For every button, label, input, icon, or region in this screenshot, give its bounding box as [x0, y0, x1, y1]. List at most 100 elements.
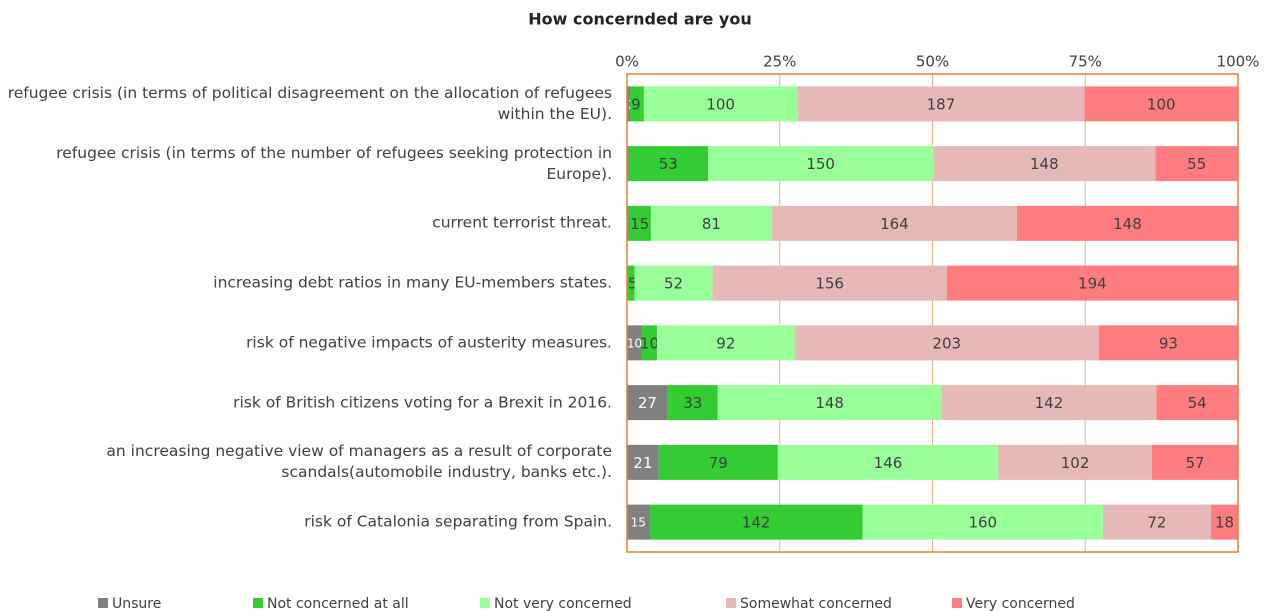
legend-label: Very concerned: [966, 596, 1075, 611]
data-label: 194: [1078, 275, 1107, 293]
bar-segment: [708, 146, 934, 182]
data-label: 54: [1188, 394, 1207, 412]
data-label: 100: [1147, 95, 1176, 113]
data-label: 81: [702, 215, 721, 233]
bar-segment: [797, 86, 1085, 122]
legend-label: Somewhat concerned: [740, 596, 892, 611]
data-label: 52: [664, 275, 683, 293]
bar-segment: [941, 385, 1157, 421]
bar-segment: [998, 444, 1153, 480]
legend-swatch: [952, 598, 962, 608]
bar-segment: [627, 86, 631, 122]
category-label: refugee crisis (in terms of political di…: [7, 83, 612, 123]
data-label: 102: [1061, 454, 1090, 472]
data-label: 53: [659, 155, 678, 173]
bar-segment: [1152, 444, 1238, 480]
data-label: 100: [706, 95, 735, 113]
category-label: risk of negative impacts of austerity me…: [246, 333, 612, 352]
bar-segment: [946, 265, 1238, 301]
legend-swatch: [98, 598, 108, 608]
data-label: 93: [1159, 334, 1178, 352]
data-label: 57: [1185, 454, 1204, 472]
bar-segment: [627, 146, 629, 182]
data-label: 55: [1187, 155, 1206, 173]
x-tick-label: 25%: [763, 53, 796, 71]
bar-segment: [1016, 205, 1238, 241]
x-tick-label: 0%: [615, 53, 639, 71]
data-label: 142: [1035, 394, 1064, 412]
data-label: 148: [1030, 155, 1059, 173]
data-label: 10: [627, 336, 642, 350]
legend-swatch: [253, 598, 263, 608]
data-label: 156: [815, 275, 844, 293]
bar-segment: [656, 325, 795, 361]
bar-segment: [634, 265, 713, 301]
bar-segment: [717, 385, 942, 421]
plot-border: [626, 73, 1239, 553]
legend-label: Not concerned at all: [267, 596, 409, 611]
bar-segment: [649, 504, 863, 540]
bar-segment: [630, 86, 644, 122]
data-label: 203: [932, 334, 961, 352]
category-label: refugee crisis (in terms of the number o…: [56, 143, 612, 183]
data-label: 150: [806, 155, 835, 173]
legend-label: Not very concerned: [494, 596, 632, 611]
bar-segment: [658, 444, 778, 480]
bar-segment: [628, 205, 651, 241]
bar-segment: [771, 205, 1017, 241]
bar-segment: [627, 385, 668, 421]
bar-segment: [643, 86, 798, 122]
bar-segment: [641, 325, 657, 361]
data-label: 160: [968, 514, 997, 532]
bar-segment: [1102, 504, 1211, 540]
bar-segment: [627, 325, 642, 361]
data-label: 79: [709, 454, 728, 472]
legend-label: Unsure: [112, 596, 161, 611]
data-label: 5: [628, 275, 638, 293]
data-label: 21: [633, 454, 652, 472]
bar-segment: [1210, 504, 1238, 540]
data-label: 164: [880, 215, 909, 233]
bar-segment: [777, 444, 999, 480]
data-label: 33: [683, 394, 702, 412]
chart-title: How concernded are you: [528, 10, 751, 29]
bar-segment: [667, 385, 718, 421]
bar-segment: [1156, 385, 1238, 421]
bar-segment: [794, 325, 1099, 361]
data-label: 148: [815, 394, 844, 412]
bar-segment: [1084, 86, 1238, 122]
data-label: 15: [630, 215, 649, 233]
data-label: 10: [640, 334, 659, 352]
bar-segment: [1098, 325, 1238, 361]
bar-segment: [1155, 146, 1238, 182]
category-label: an increasing negative view of managers …: [106, 442, 612, 482]
data-label: 9: [631, 95, 641, 113]
legend-swatch: [726, 598, 736, 608]
x-tick-label: 50%: [916, 53, 949, 71]
category-label: risk of British citizens voting for a Br…: [233, 393, 612, 412]
data-label: 27: [638, 394, 657, 412]
data-label: 148: [1113, 215, 1142, 233]
x-tick-label: 100%: [1217, 53, 1260, 71]
bar-segment: [628, 146, 709, 182]
category-label: increasing debt ratios in many EU-member…: [213, 273, 612, 292]
data-label: 92: [716, 334, 735, 352]
data-label: 15: [631, 516, 646, 530]
data-label: 72: [1147, 514, 1166, 532]
bar-segment: [627, 444, 659, 480]
data-label: 187: [927, 95, 956, 113]
category-label: current terrorist threat.: [432, 213, 612, 232]
data-label: 142: [742, 514, 771, 532]
bar-segment: [650, 205, 772, 241]
bar-segment: [933, 146, 1156, 182]
bar-segment: [862, 504, 1103, 540]
bar-segment: [712, 265, 947, 301]
data-label: 18: [1215, 514, 1234, 532]
legend-swatch: [480, 598, 490, 608]
data-label: 146: [874, 454, 903, 472]
bar-segment: [627, 265, 635, 301]
category-label: risk of Catalonia separating from Spain.: [304, 512, 612, 531]
bar-segment: [627, 504, 650, 540]
